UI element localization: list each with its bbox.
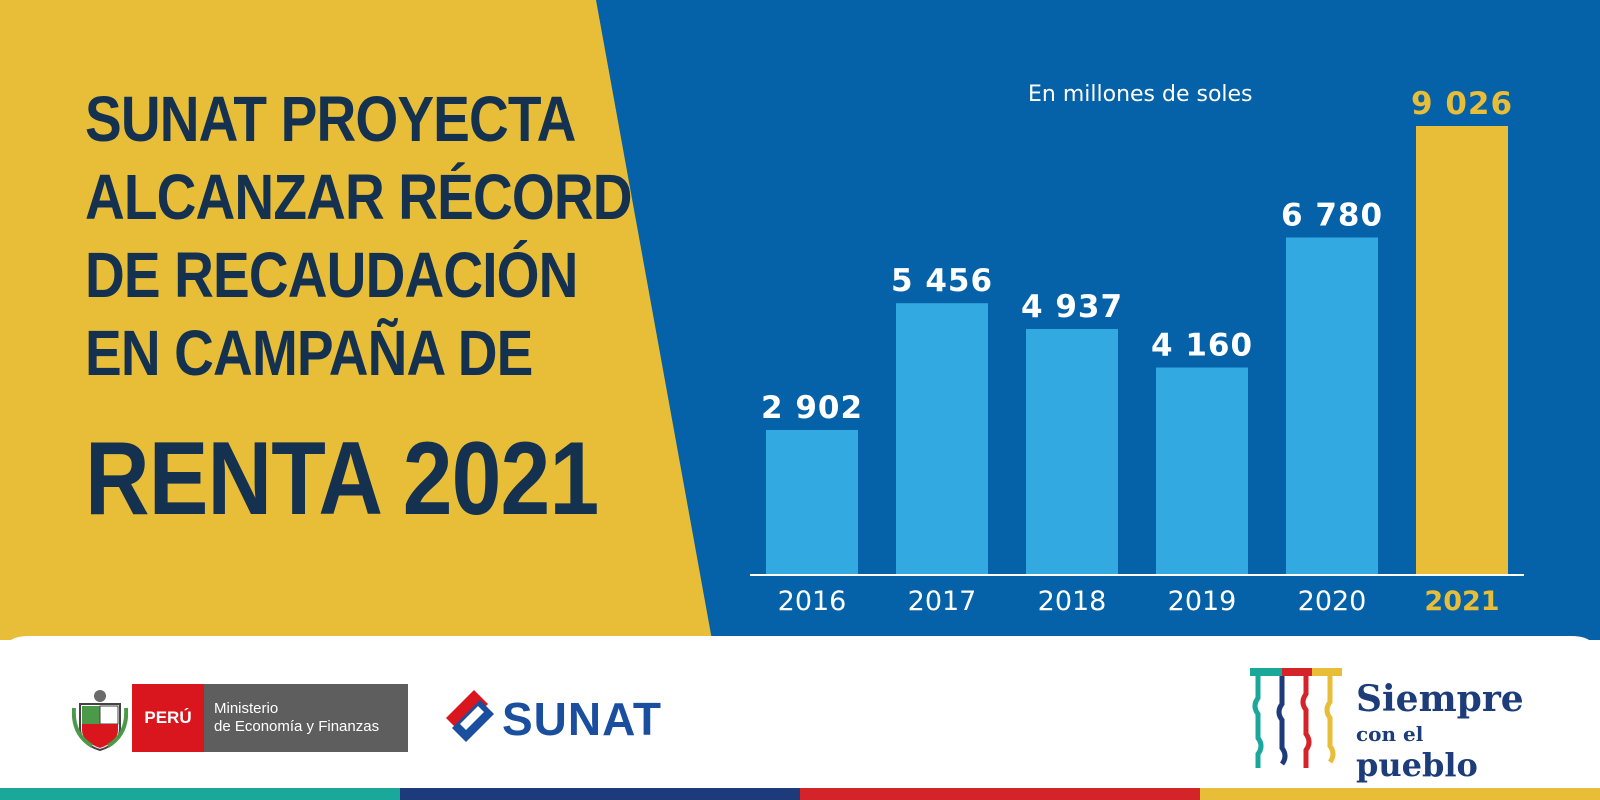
yellow-panel (0, 0, 712, 640)
slogan-line-2: con el pueblo (1356, 722, 1548, 784)
headline-line-4: EN CAMPAÑA DE (85, 317, 533, 389)
ministry-line-2: de Economía y Finanzas (214, 718, 380, 735)
value-label-2017: 5 456 (891, 263, 993, 299)
bar-2020 (1286, 237, 1378, 575)
color-strip-red (800, 788, 1200, 800)
headline-line-1: SUNAT PROYECTA (85, 83, 576, 155)
tick-label-2016: 2016 (778, 586, 847, 617)
tick-label-2018: 2018 (1038, 586, 1107, 617)
ministry-label: Ministerio de Economía y Finanzas (204, 684, 408, 752)
peru-government-logo: PERÚ Ministerio de Economía y Finanzas (72, 684, 408, 752)
ministry-line-1: Ministerio (214, 700, 279, 717)
value-label-2020: 6 780 (1281, 197, 1383, 233)
siempre-con-el-pueblo-logo: Siempre con el pueblo (1248, 668, 1548, 784)
slogan-con-el: con el (1356, 722, 1424, 746)
sunat-mark-icon (446, 690, 494, 742)
peru-label: PERÚ (132, 684, 204, 752)
bar-2016 (766, 429, 858, 574)
color-strip-navy (400, 788, 800, 800)
bar-2018 (1026, 328, 1118, 574)
tick-label-2019: 2019 (1168, 586, 1237, 617)
value-label-2018: 4 937 (1021, 289, 1123, 325)
bar-2017 (896, 303, 988, 574)
value-label-2016: 2 902 (761, 390, 863, 426)
slogan-pueblo: pueblo (1356, 746, 1478, 784)
sunat-logo: SUNAT (440, 684, 690, 750)
headline-line-3: DE RECAUDACIÓN (85, 239, 578, 311)
coat-of-arms-icon (72, 690, 128, 752)
tick-label-2017: 2017 (908, 586, 977, 617)
tick-label-2020: 2020 (1298, 586, 1367, 617)
bar-2019 (1156, 367, 1248, 574)
sunat-wordmark: SUNAT (502, 693, 663, 745)
value-label-2019: 4 160 (1151, 328, 1253, 364)
color-strip-yellow (1200, 788, 1600, 800)
color-strip-teal (0, 788, 400, 800)
slogan-line-1: Siempre (1356, 678, 1524, 720)
headline-line-2: ALCANZAR RÉCORD (85, 161, 632, 233)
headline-line-5: RENTA 2021 (85, 421, 599, 537)
value-label-2021: 9 026 (1411, 86, 1513, 122)
knotted-threads-icon (1250, 668, 1342, 768)
tick-label-2021: 2021 (1424, 586, 1499, 617)
bar-2021 (1416, 126, 1508, 574)
chart-subtitle: En millones de soles (1028, 82, 1253, 107)
